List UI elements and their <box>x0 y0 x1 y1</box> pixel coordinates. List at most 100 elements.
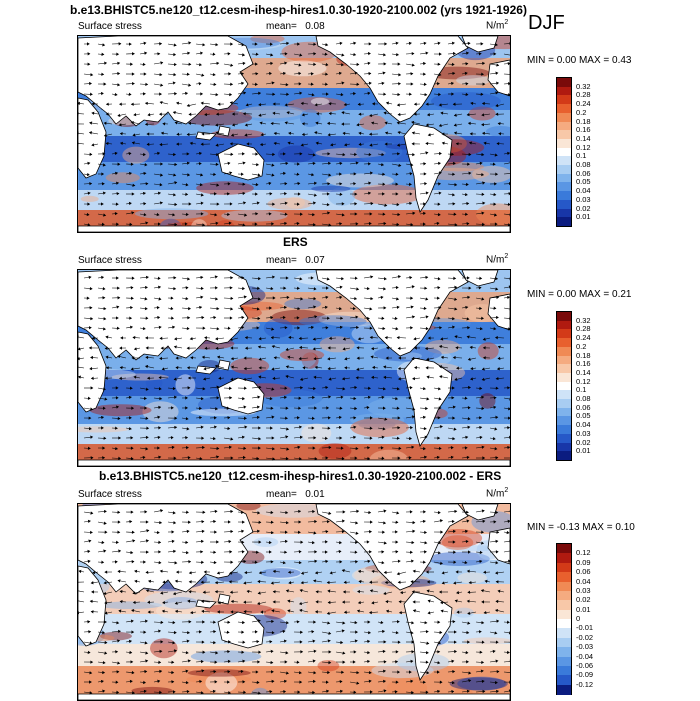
colorbar-tick-label: 0.06 <box>576 404 591 412</box>
field-blotch <box>261 568 301 578</box>
colorbar-tick-label: 0.2 <box>576 343 586 351</box>
panel3-mean-label: mean= 0.01 <box>266 489 325 500</box>
continent-outline <box>218 360 230 370</box>
colorbar-tick-label: 0.32 <box>576 317 591 325</box>
panel3-map <box>77 503 511 701</box>
field-blotch <box>150 638 178 658</box>
continent-outline <box>78 694 510 700</box>
continent-outline <box>78 460 510 466</box>
stress-vector-head <box>509 286 510 288</box>
field-blotch <box>301 424 331 443</box>
colorbar-tick-label: 0.06 <box>576 568 591 576</box>
colorbar-tick-label: 0.18 <box>576 352 591 360</box>
colorbar-tick-label: 0 <box>576 615 580 623</box>
colorbar-tick-label: -0.02 <box>576 634 593 642</box>
continent-outline <box>218 126 230 136</box>
field-blotch <box>122 147 149 164</box>
field-blotch <box>464 637 510 644</box>
colorbar-tick-label: 0.18 <box>576 118 591 126</box>
field-blotch <box>319 443 352 459</box>
colorbar-tick-label: 0.01 <box>576 606 591 614</box>
colorbar-tick-label: 0.1 <box>576 386 586 394</box>
continent-outline <box>78 226 510 232</box>
panel1-map <box>77 35 511 233</box>
colorbar-tick-label: 0.02 <box>576 439 591 447</box>
colorbar-tick-label: 0.09 <box>576 559 591 567</box>
colorbar-tick-label: 0.01 <box>576 213 591 221</box>
colorbar-tick-label: 0.16 <box>576 126 591 134</box>
colorbar-tick-label: -0.04 <box>576 653 593 661</box>
field-blotch <box>264 319 293 338</box>
colorbar-tick-label: 0.08 <box>576 395 591 403</box>
colorbar-tick-label: -0.12 <box>576 681 593 689</box>
panel2-map <box>77 269 511 467</box>
panel3-variable-label: Surface stress <box>78 489 142 500</box>
colorbar-tick-label: 0.14 <box>576 369 591 377</box>
panel2-units: N/m2 <box>486 253 508 265</box>
panel3-units: N/m2 <box>486 487 508 499</box>
stress-vector-head <box>509 183 510 185</box>
field-blotch <box>320 336 355 352</box>
panel3-minmax: MIN = -0.13 MAX = 0.10 <box>527 522 635 533</box>
colorbar-tick-label: 0.03 <box>576 430 591 438</box>
colorbar-tick-label: 0.04 <box>576 578 591 586</box>
colorbar-tick-label: 0.06 <box>576 170 591 178</box>
field-blotch <box>131 687 172 695</box>
field-blotch <box>351 418 409 438</box>
panel1-map-plot <box>78 36 510 232</box>
panel1-minmax: MIN = 0.00 MAX = 0.43 <box>527 55 632 66</box>
field-blotch <box>326 174 394 188</box>
panel1-units: N/m2 <box>486 19 508 31</box>
panel3-title: b.e13.BHISTC5.ne120_t12.cesm-ihesp-hires… <box>99 469 501 483</box>
colorbar-tick-label: 0.24 <box>576 100 591 108</box>
field-blotch <box>284 299 321 310</box>
colorbar-tick-label: 0.14 <box>576 135 591 143</box>
colorbar-tick-label: 0.28 <box>576 325 591 333</box>
panel2-minmax: MIN = 0.00 MAX = 0.21 <box>527 289 632 300</box>
colorbar-tick-label: 0.24 <box>576 334 591 342</box>
panel1-mean-label: mean= 0.08 <box>266 21 325 32</box>
colorbar-swatch <box>557 451 571 460</box>
field-blotch <box>196 181 254 195</box>
panel2-variable-label: Surface stress <box>78 255 142 266</box>
colorbar-tick-label: 0.1 <box>576 152 586 160</box>
colorbar-swatch <box>557 217 571 226</box>
colorbar-tick-label: -0.03 <box>576 643 593 651</box>
colorbar-tick-label: 0.03 <box>576 196 591 204</box>
field-blotch <box>176 374 196 395</box>
colorbar-tick-label: 0.02 <box>576 205 591 213</box>
field-blotch <box>450 677 508 690</box>
season-label: DJF <box>528 12 565 35</box>
colorbar-tick-label: 0.05 <box>576 412 591 420</box>
colorbar-tick-label: 0.2 <box>576 109 586 117</box>
panel1-mean-value: 0.08 <box>305 21 324 32</box>
colorbar-tick-label: 0.16 <box>576 360 591 368</box>
colorbar-tick-label: 0.32 <box>576 83 591 91</box>
field-blotch <box>221 210 287 222</box>
stress-vector-head <box>78 612 79 614</box>
colorbar-tick-label: 0.02 <box>576 596 591 604</box>
colorbar-tick-label: -0.06 <box>576 662 593 670</box>
main-title: b.e13.BHISTC5.ne120_t12.cesm-ihesp-hires… <box>70 3 527 17</box>
field-blotch <box>290 597 306 616</box>
colorbar-swatch <box>557 685 571 695</box>
field-blotch <box>106 172 140 183</box>
colorbar-tick-label: 0.04 <box>576 187 591 195</box>
field-blotch <box>286 197 305 209</box>
field-blotch <box>230 358 269 374</box>
field-blotch <box>456 75 490 85</box>
field-blotch <box>90 404 152 416</box>
colorbar-tick-label: 0.12 <box>576 549 591 557</box>
field-band <box>78 424 510 444</box>
colorbar-tick-label: -0.01 <box>576 624 593 632</box>
colorbar-tick-label: 0.04 <box>576 421 591 429</box>
colorbar-tick-label: 0.01 <box>576 447 591 455</box>
colorbar-tick-label: 0.03 <box>576 587 591 595</box>
panel3-map-plot <box>78 504 510 700</box>
colorbar-tick-label: 0.12 <box>576 378 591 386</box>
field-blotch <box>454 608 474 618</box>
colorbar-tick-label: 0.12 <box>576 144 591 152</box>
panel2-map-plot <box>78 270 510 466</box>
